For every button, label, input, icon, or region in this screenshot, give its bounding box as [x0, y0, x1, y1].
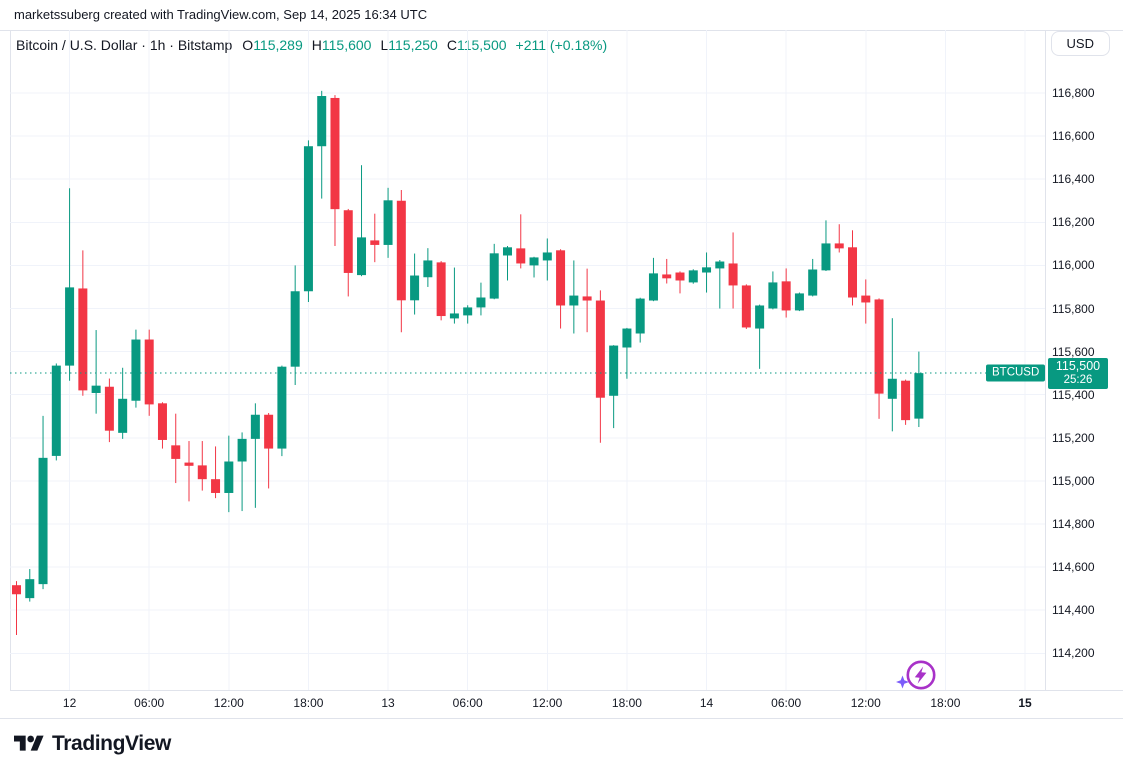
time-axis-label: 06:00: [771, 696, 802, 710]
price-axis-label: 116,200: [1052, 215, 1095, 230]
price-axis-label: 116,000: [1052, 258, 1095, 273]
price-axis-label: 115,600: [1052, 344, 1095, 359]
widget-bottom-border: [0, 718, 1123, 719]
price-axis-label: 114,200: [1052, 646, 1095, 661]
time-axis-label: 15: [1018, 696, 1032, 710]
ohlc-values: O115,289 H115,600 L115,250 C115,500: [242, 37, 506, 53]
price-axis-label: 114,800: [1052, 517, 1095, 531]
plot-left-border: [10, 30, 11, 690]
attribution-text: marketssuberg created with TradingView.c…: [14, 7, 428, 22]
tradingview-logo[interactable]: TradingView: [14, 732, 171, 756]
price-axis-label: 115,000: [1052, 473, 1095, 488]
bar-countdown: 25:26: [1063, 374, 1093, 387]
price-axis-label: 114,600: [1052, 560, 1095, 575]
time-axis-label: 13: [381, 696, 395, 710]
symbol-price-flag: BTCUSD: [986, 364, 1046, 382]
time-axis-label: 18:00: [611, 696, 642, 710]
price-axis-label: 116,400: [1052, 172, 1095, 187]
ohlc-item: H115,600: [311, 37, 372, 53]
currency-toggle-button[interactable]: USD: [1050, 31, 1110, 56]
price-axis-label: 114,400: [1052, 603, 1095, 618]
chart-legend: Bitcoin / U.S. Dollar · 1h · Bitstamp O1…: [16, 33, 607, 57]
ohlc-item: C115,500: [446, 37, 507, 53]
time-axis-label: 18:00: [930, 696, 961, 710]
time-axis-label: 12: [62, 696, 77, 710]
time-axis-label: 12:00: [532, 696, 563, 710]
tradingview-logo-icon: [14, 735, 44, 751]
price-axis-label: 115,800: [1052, 301, 1095, 316]
symbol-title[interactable]: Bitcoin / U.S. Dollar · 1h · Bitstamp: [16, 37, 233, 53]
last-price-label: 115,500 25:26: [1048, 358, 1108, 390]
widget-top-border: [0, 30, 1123, 31]
price-axis-separator: [1045, 30, 1046, 690]
chart-plot-area[interactable]: [10, 60, 1045, 690]
time-axis-separator: [10, 690, 1123, 691]
price-axis-label: 116,600: [1052, 129, 1095, 144]
lightning-boost-icon[interactable]: [893, 655, 945, 697]
price-axis-label: 115,200: [1052, 430, 1095, 445]
ohlc-item: O115,289: [242, 37, 303, 53]
time-axis-label: 06:00: [134, 696, 165, 710]
change-value: +211 (+0.18%): [515, 37, 608, 53]
time-axis-label: 06:00: [452, 696, 483, 710]
time-axis-label: 12:00: [850, 696, 881, 710]
time-axis-label: 18:00: [293, 696, 324, 710]
price-axis-label: 115,400: [1052, 387, 1095, 402]
tradingview-logo-text: TradingView: [52, 732, 171, 755]
time-axis-label: 12:00: [213, 696, 244, 710]
last-price-value: 115,500: [1055, 359, 1101, 374]
ohlc-item: L115,250: [380, 37, 438, 53]
price-axis-label: 116,800: [1052, 86, 1095, 100]
time-axis-label: 14: [699, 696, 714, 710]
